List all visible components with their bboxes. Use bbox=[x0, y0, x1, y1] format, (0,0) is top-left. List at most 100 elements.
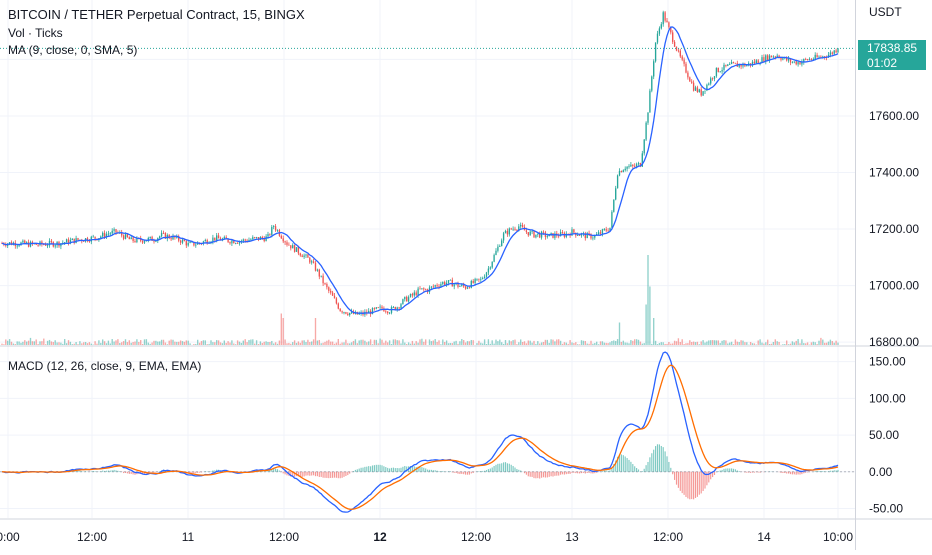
volume-bar bbox=[51, 341, 52, 345]
macd-histogram-bar bbox=[528, 472, 529, 477]
volume-bar bbox=[568, 344, 569, 345]
candle-body bbox=[195, 245, 196, 246]
volume-bar bbox=[617, 339, 618, 345]
legend-macd[interactable]: MACD (12, 26, close, 9, EMA, EMA) bbox=[8, 358, 201, 374]
volume-bar bbox=[651, 344, 652, 345]
volume-bar bbox=[794, 342, 795, 345]
volume-bar bbox=[484, 339, 485, 345]
volume-bar bbox=[62, 344, 63, 345]
candle-body bbox=[205, 240, 206, 241]
volume-bar bbox=[98, 340, 99, 345]
macd-histogram-bar bbox=[657, 444, 658, 471]
macd-histogram-bar bbox=[433, 470, 434, 472]
candle-body bbox=[710, 78, 711, 83]
legend-ma[interactable]: MA (9, close, 0, SMA, 5) bbox=[8, 42, 137, 58]
candle-body bbox=[286, 242, 287, 245]
macd-histogram-bar bbox=[313, 472, 314, 476]
candle-body bbox=[689, 77, 690, 81]
volume-bar bbox=[163, 340, 164, 345]
macd-histogram-bar bbox=[729, 468, 730, 471]
macd-histogram-bar bbox=[786, 472, 787, 474]
ma-series bbox=[0, 27, 855, 313]
macd-histogram-bar bbox=[307, 472, 308, 476]
candle-body bbox=[132, 238, 133, 242]
macd-histogram-bar bbox=[651, 453, 652, 472]
macd-histogram-bar bbox=[604, 471, 605, 472]
candle-body bbox=[708, 84, 709, 85]
volume-bar bbox=[602, 341, 603, 345]
macd-histogram-bar bbox=[499, 464, 500, 472]
candle-body bbox=[281, 236, 282, 238]
volume-bar bbox=[264, 342, 265, 345]
macd-histogram-bar bbox=[623, 455, 624, 472]
volume-bar bbox=[383, 343, 384, 345]
macd-histogram-bar bbox=[480, 471, 481, 472]
volume-bar bbox=[37, 344, 38, 345]
candle-body bbox=[349, 313, 350, 315]
macd-histogram-bar bbox=[467, 472, 468, 475]
macd-histogram-bar bbox=[372, 465, 373, 471]
volume-bar bbox=[277, 344, 278, 345]
macd-histogram-bar bbox=[459, 472, 460, 474]
volume-bar bbox=[208, 344, 209, 345]
volume-bar bbox=[106, 343, 107, 345]
macd-histogram-bar bbox=[642, 471, 643, 472]
macd-histogram-bar bbox=[733, 469, 734, 472]
candle-body bbox=[617, 175, 618, 188]
macd-histogram-bar bbox=[834, 470, 835, 472]
candle-body bbox=[334, 296, 335, 299]
candle-body bbox=[668, 22, 669, 27]
candle-body bbox=[625, 169, 626, 170]
candle-body bbox=[547, 236, 548, 237]
volume-bar bbox=[421, 339, 422, 345]
candle-body bbox=[767, 55, 768, 60]
volume-bar bbox=[94, 341, 95, 345]
candle-body bbox=[102, 233, 103, 237]
volume-bar bbox=[777, 341, 778, 345]
candle-body bbox=[321, 276, 322, 277]
volume-bar bbox=[461, 339, 462, 345]
volume-bar bbox=[341, 343, 342, 345]
candle-body bbox=[693, 83, 694, 91]
macd-histogram-bar bbox=[788, 472, 789, 474]
candle-body bbox=[402, 299, 403, 304]
candle-body bbox=[22, 241, 23, 243]
time-tick-label-6: 13 bbox=[565, 530, 579, 544]
candle-body bbox=[416, 292, 417, 295]
volume-bar bbox=[169, 341, 170, 345]
macd-histogram-bar bbox=[799, 472, 800, 475]
candle-body bbox=[777, 56, 778, 57]
macd-histogram-bar bbox=[214, 470, 215, 471]
macd-histogram-bar bbox=[283, 472, 284, 474]
candle-body bbox=[408, 297, 409, 301]
volume-bar bbox=[262, 343, 263, 345]
candle-body bbox=[623, 170, 624, 172]
macd-histogram-bar bbox=[526, 472, 527, 475]
volume-bar bbox=[750, 342, 751, 345]
volume-bar bbox=[820, 338, 821, 345]
volume-bar bbox=[786, 340, 787, 345]
volume-bar bbox=[49, 340, 50, 345]
volume-bar bbox=[674, 341, 675, 345]
candle-body bbox=[474, 279, 475, 283]
macd-histogram-bar bbox=[205, 471, 206, 472]
volume-bar bbox=[573, 343, 574, 345]
macd-histogram-bar bbox=[731, 468, 732, 471]
volume-bar bbox=[75, 342, 76, 345]
macd-histogram-bar bbox=[269, 471, 270, 472]
legend-volume[interactable]: Vol · Ticks bbox=[8, 25, 63, 41]
volume-bar bbox=[457, 344, 458, 345]
macd-histogram-bar bbox=[545, 472, 546, 478]
candle-body bbox=[347, 314, 348, 315]
volume-bar bbox=[336, 343, 337, 345]
macd-histogram-bar bbox=[338, 472, 339, 478]
candle-body bbox=[645, 123, 646, 140]
volume-bar bbox=[556, 339, 557, 345]
macd-histogram-bar bbox=[423, 468, 424, 472]
volume-bar bbox=[315, 318, 316, 345]
candle-body bbox=[336, 298, 337, 303]
volume-bar bbox=[604, 343, 605, 345]
candle-body bbox=[746, 65, 747, 66]
